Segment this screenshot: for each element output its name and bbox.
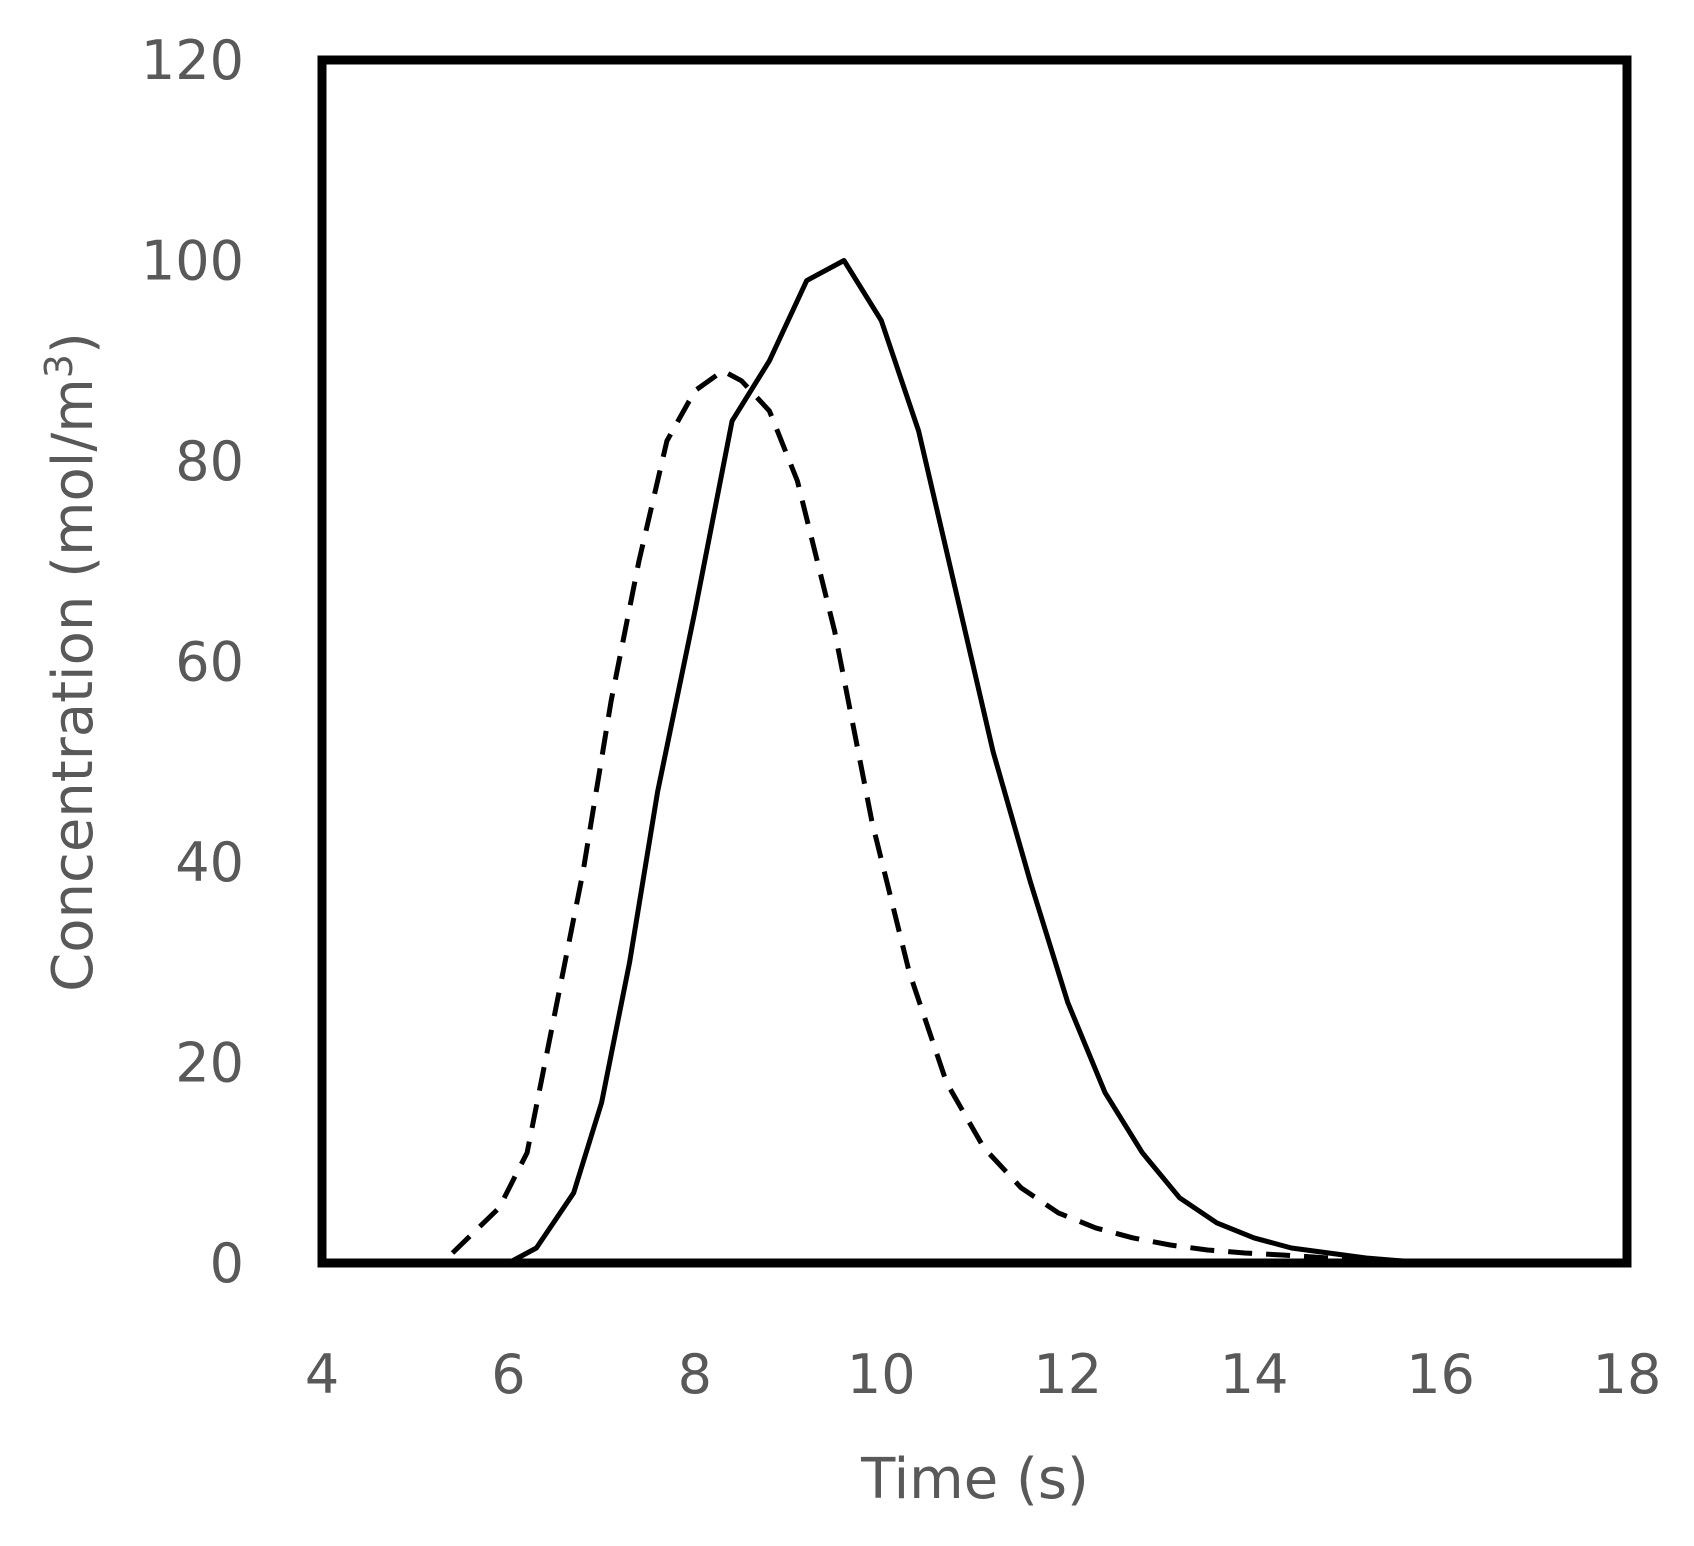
y-axis-title-main: Concentration (mol/m <box>41 378 106 992</box>
y-tick-label: 120 <box>141 29 244 92</box>
y-tick-label: 20 <box>175 1032 244 1095</box>
series-line-solid <box>507 258 1441 1266</box>
y-tick-label: 40 <box>175 831 244 894</box>
y-tick-label: 80 <box>175 430 244 493</box>
y-tick-label: 100 <box>141 230 244 293</box>
x-tick-label: 12 <box>1033 1343 1102 1406</box>
series-layer <box>450 258 1441 1266</box>
y-tick-label: 60 <box>175 631 244 694</box>
x-tick-labels: 4 6 8 10 12 14 16 18 <box>305 1343 1662 1406</box>
x-tick-label: 4 <box>305 1343 339 1406</box>
x-axis-title: Time (s) <box>860 1447 1089 1512</box>
x-tick-label: 16 <box>1406 1343 1475 1406</box>
y-axis-title-superscript: 3 <box>37 354 81 378</box>
x-tick-label: 14 <box>1220 1343 1289 1406</box>
y-tick-labels: 0 20 40 60 80 100 120 <box>141 29 244 1295</box>
y-tick-label: 0 <box>210 1232 244 1295</box>
y-axis-title: Concentration (mol/m3) <box>37 332 106 992</box>
y-axis-title-close: ) <box>41 332 106 354</box>
series-line-dashed <box>450 368 1376 1263</box>
x-tick-label: 6 <box>491 1343 525 1406</box>
x-tick-label: 8 <box>678 1343 712 1406</box>
plot-frame <box>317 55 1632 1268</box>
x-tick-label: 18 <box>1593 1343 1662 1406</box>
x-tick-label: 10 <box>847 1343 916 1406</box>
